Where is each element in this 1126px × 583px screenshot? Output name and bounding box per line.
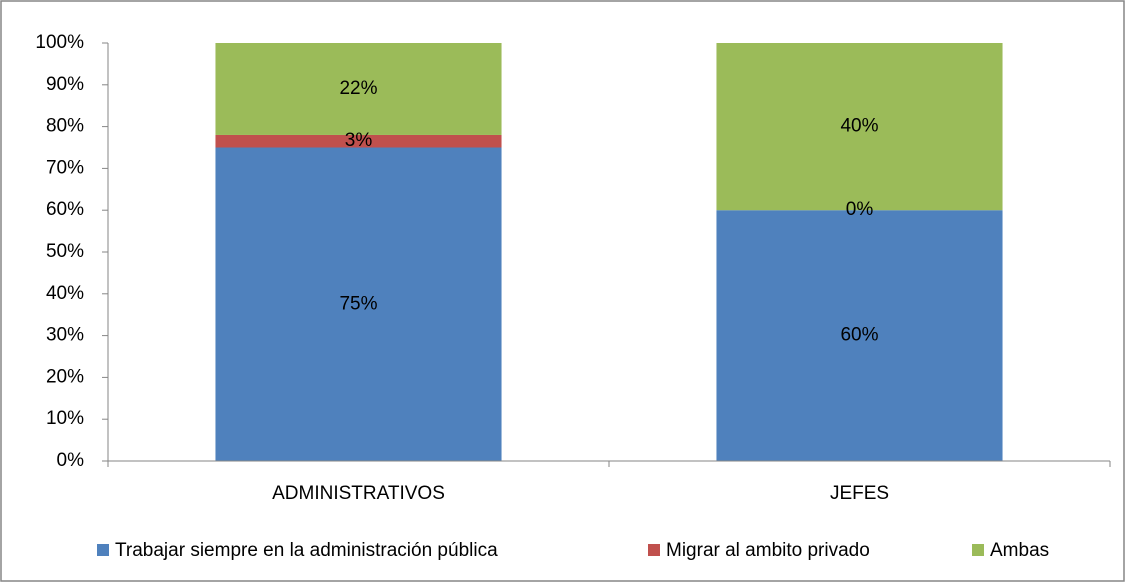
data-label: 0%: [846, 199, 874, 220]
y-tick-label: 70%: [46, 157, 84, 178]
data-label: 75%: [339, 293, 377, 314]
y-tick-label: 0%: [57, 450, 85, 471]
legend-swatch: [648, 544, 660, 556]
y-tick-label: 30%: [46, 325, 84, 346]
x-tick-label: ADMINISTRATIVOS: [272, 483, 445, 504]
bar-segment: [215, 134, 502, 148]
y-tick-label: 100%: [35, 32, 84, 53]
legend-swatch: [972, 544, 984, 556]
legend-label: Trabajar siempre en la administración pú…: [115, 540, 498, 561]
y-tick-label: 50%: [46, 241, 84, 262]
legend-label: Ambas: [990, 540, 1049, 561]
data-label: 40%: [840, 116, 878, 137]
bar-segment: [716, 210, 1003, 461]
x-tick-label: JEFES: [830, 483, 889, 504]
y-tick-label: 20%: [46, 366, 84, 387]
y-tick-label: 80%: [46, 116, 84, 137]
data-label: 60%: [840, 325, 878, 346]
data-label: 22%: [339, 78, 377, 99]
bar-segment: [716, 43, 1003, 211]
data-label: 3%: [345, 130, 373, 151]
legend-swatch: [97, 544, 109, 556]
y-tick-label: 60%: [46, 199, 84, 220]
bar-segment: [215, 43, 502, 135]
bar-segment: [215, 147, 502, 461]
y-tick-label: 40%: [46, 283, 84, 304]
y-tick-label: 10%: [46, 408, 84, 429]
y-tick-label: 90%: [46, 74, 84, 95]
legend-label: Migrar al ambito privado: [666, 540, 870, 561]
